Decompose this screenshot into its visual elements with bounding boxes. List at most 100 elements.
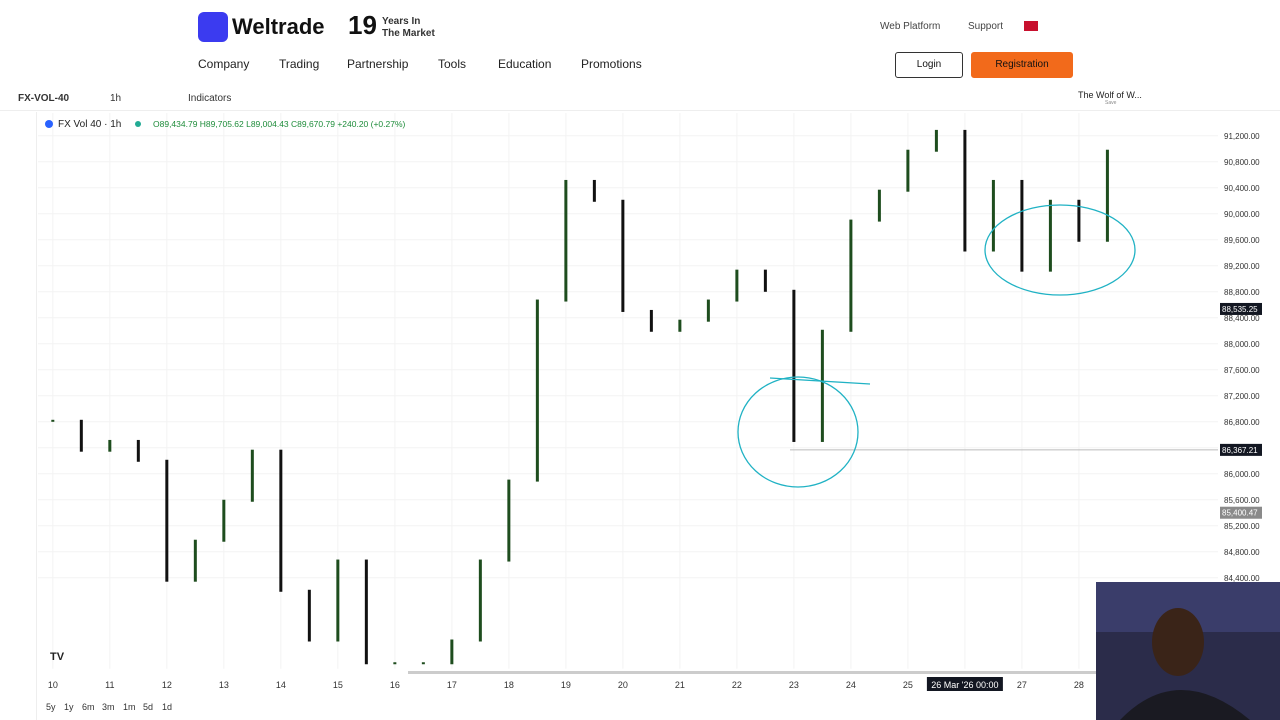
price-label-bg	[1220, 443, 1262, 456]
y-tick-label: 86,800.00	[1224, 418, 1260, 427]
x-tick-label: 25	[903, 680, 913, 690]
scrollbar[interactable]	[408, 671, 1098, 674]
nav-item[interactable]: Partnership	[347, 57, 409, 71]
status-dot	[135, 121, 141, 127]
candle	[792, 289, 796, 442]
candle	[478, 559, 482, 642]
candle	[735, 269, 739, 302]
legend-ohlc: O89,434.79 H89,705.62 L89,004.43 C89,670…	[153, 119, 406, 129]
y-tick-label: 87,200.00	[1224, 392, 1260, 401]
y-tick-label: 90,800.00	[1224, 158, 1260, 167]
layout-name[interactable]: The Wolf of W...	[1078, 90, 1142, 100]
x-tick-label: 28	[1074, 680, 1084, 690]
link[interactable]: Web Platform	[880, 21, 941, 32]
candle	[763, 269, 767, 292]
nav-item[interactable]: Trading	[279, 57, 320, 71]
brand[interactable]: Weltrade	[232, 14, 325, 39]
price-label: 88,535.25	[1222, 305, 1258, 314]
x-tick-label: 10	[48, 680, 58, 690]
nav-item[interactable]: Company	[198, 57, 250, 71]
y-tick-label: 84,400.00	[1224, 574, 1260, 583]
x-tick-label: 15	[333, 680, 343, 690]
price-label-bg	[1220, 506, 1262, 519]
candle	[906, 149, 910, 192]
y-tick-label: 86,000.00	[1224, 470, 1260, 479]
drawing-toolbar	[0, 112, 37, 720]
interval[interactable]: 1h	[110, 93, 122, 104]
link[interactable]: Support	[968, 21, 1004, 32]
candle	[307, 589, 311, 642]
candle	[706, 299, 710, 322]
nav-item[interactable]: Tools	[438, 57, 467, 71]
candle	[51, 419, 55, 422]
candle	[877, 189, 881, 222]
candle	[820, 329, 824, 442]
x-tick-label: 16	[390, 680, 400, 690]
range-button[interactable]: 5d	[143, 702, 154, 712]
register-button[interactable]: Registration	[971, 52, 1073, 78]
y-tick-label: 89,200.00	[1224, 262, 1260, 271]
save[interactable]: Save	[1105, 100, 1117, 106]
x-tick-label: 20	[618, 680, 628, 690]
logo-icon	[198, 12, 228, 42]
candle	[991, 179, 995, 252]
candle	[450, 639, 454, 665]
y-tick-label: 91,200.00	[1224, 132, 1260, 141]
candle	[507, 479, 511, 562]
candle	[79, 419, 83, 452]
symbol-icon	[45, 120, 53, 128]
candle	[535, 299, 539, 482]
range-button[interactable]: 1y	[64, 702, 74, 712]
x-tick-label: 17	[447, 680, 457, 690]
candle	[592, 179, 596, 202]
annotation	[984, 204, 1136, 296]
login-button[interactable]: Login	[895, 52, 963, 78]
y-tick-label: 88,400.00	[1224, 314, 1260, 323]
candle	[678, 319, 682, 332]
y-tick-label: 87,600.00	[1224, 366, 1260, 375]
y-tick-label: 88,800.00	[1224, 288, 1260, 297]
nav-item[interactable]: Education	[498, 57, 552, 71]
legend-title: FX Vol 40 · 1h	[58, 119, 121, 130]
candle	[1020, 179, 1024, 272]
candle	[222, 499, 226, 542]
candle	[1077, 199, 1081, 242]
candle	[963, 129, 967, 252]
range-button[interactable]: 1d	[162, 702, 173, 712]
x-tick-label: 23	[789, 680, 799, 690]
candle	[336, 559, 340, 642]
x-tick-label: 27	[1017, 680, 1027, 690]
x-tick-label: 13	[219, 680, 229, 690]
candle	[421, 662, 425, 665]
x-tick-label: 26 Mar '26 00:00	[931, 680, 998, 690]
x-tick-label: 12	[162, 680, 172, 690]
price-label-bg	[1220, 302, 1262, 315]
symbol[interactable]: FX-VOL-40	[18, 93, 70, 104]
range-button[interactable]: 6m	[82, 702, 95, 712]
x-tick-label: 18	[504, 680, 514, 690]
webcam-body	[1120, 690, 1250, 720]
range-button[interactable]: 5y	[46, 702, 56, 712]
candle	[564, 179, 568, 302]
x-tick-label: 21	[675, 680, 685, 690]
y-tick-label: 84,800.00	[1224, 548, 1260, 557]
nav-item[interactable]: Promotions	[581, 57, 642, 71]
x-tick-label: 24	[846, 680, 856, 690]
candle	[250, 449, 254, 502]
flag[interactable]	[1024, 21, 1038, 31]
price-label: 86,367.21	[1222, 446, 1258, 455]
y-tick-label: 85,600.00	[1224, 496, 1260, 505]
candle	[193, 539, 197, 582]
range-button[interactable]: 1m	[123, 702, 136, 712]
range-button[interactable]: 3m	[102, 702, 115, 712]
y-tick-label: 89,600.00	[1224, 236, 1260, 245]
y-tick-label: 90,000.00	[1224, 210, 1260, 219]
indicators[interactable]: Indicators	[188, 93, 232, 104]
candle	[136, 439, 140, 462]
candle	[1105, 149, 1109, 242]
y-tick-label: 85,200.00	[1224, 522, 1260, 531]
webcam-person	[1152, 608, 1204, 676]
y-tick-label: 88,000.00	[1224, 340, 1260, 349]
price-label: 85,400.47	[1222, 509, 1258, 518]
